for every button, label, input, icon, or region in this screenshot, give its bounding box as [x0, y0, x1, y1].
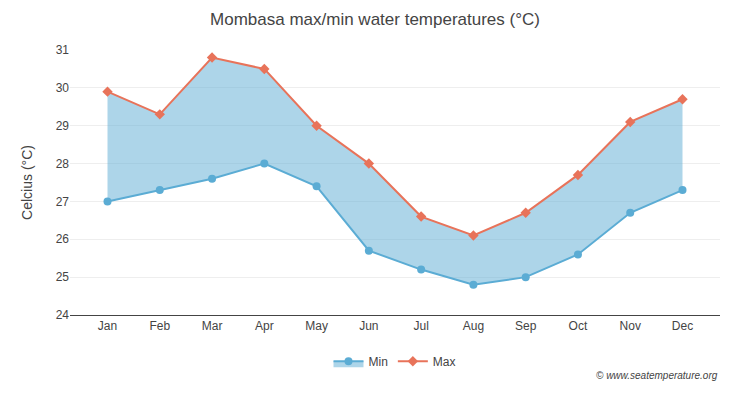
svg-text:Jun: Jun [359, 319, 378, 333]
svg-text:May: May [305, 319, 328, 333]
svg-text:25: 25 [56, 270, 70, 284]
svg-text:Aug: Aug [463, 319, 484, 333]
svg-text:Sep: Sep [515, 319, 537, 333]
svg-text:26: 26 [56, 232, 70, 246]
svg-text:Nov: Nov [620, 319, 641, 333]
svg-text:30: 30 [56, 81, 70, 95]
svg-text:Oct: Oct [569, 319, 588, 333]
svg-text:28: 28 [56, 157, 70, 171]
svg-text:Dec: Dec [672, 319, 693, 333]
svg-text:Feb: Feb [149, 319, 170, 333]
svg-text:27: 27 [56, 195, 70, 209]
svg-text:Celcius (°C): Celcius (°C) [19, 145, 35, 220]
svg-text:Jan: Jan [98, 319, 117, 333]
svg-text:Min: Min [369, 355, 388, 369]
svg-text:Mombasa max/min water temperat: Mombasa max/min water temperatures (°C) [210, 10, 540, 29]
svg-text:31: 31 [56, 43, 70, 57]
svg-text:24: 24 [56, 308, 70, 322]
svg-text:Max: Max [433, 355, 456, 369]
svg-text:© www.seatemperature.org: © www.seatemperature.org [596, 370, 718, 381]
svg-text:Mar: Mar [202, 319, 223, 333]
svg-text:29: 29 [56, 119, 70, 133]
svg-text:Jul: Jul [413, 319, 428, 333]
svg-text:Apr: Apr [255, 319, 274, 333]
